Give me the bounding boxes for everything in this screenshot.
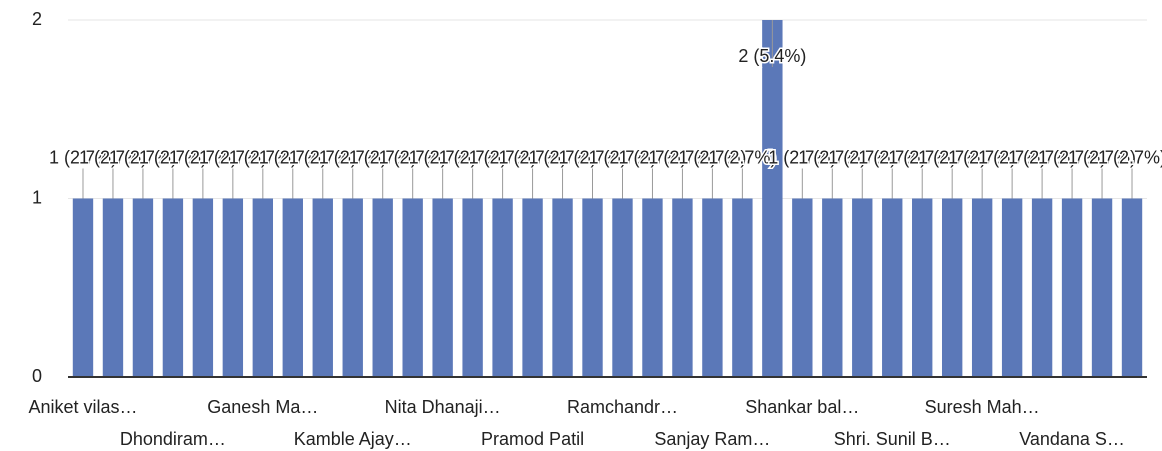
bar: [372, 198, 393, 377]
data-label: 1 (2.7%): [798, 147, 866, 167]
bar: [342, 198, 363, 377]
bar: [312, 198, 333, 377]
bar: [552, 198, 573, 377]
bar: [282, 198, 303, 377]
x-tick-label: Suresh Mah…: [925, 397, 1040, 417]
data-label: 1 (2.7%): [139, 147, 207, 167]
bar: [852, 198, 873, 377]
bar: [642, 198, 663, 377]
bar: [1031, 198, 1053, 377]
data-label: 1 (2.7%): [648, 147, 716, 167]
bar: [882, 198, 903, 377]
data-label: 1 (2.7%): [439, 147, 507, 167]
data-label: 1 (2.7%): [708, 147, 776, 167]
bar: [132, 198, 154, 377]
bar: [762, 20, 783, 377]
bar: [582, 198, 603, 377]
data-label: 2 (5.4%): [738, 46, 806, 66]
data-label: 1 (2.7%): [199, 147, 267, 167]
data-label: 1 (2.7%): [349, 147, 417, 167]
data-label: 1 (2.7%): [469, 147, 537, 167]
data-label: 1 (2.7%): [768, 147, 836, 167]
data-label: 1 (2.7%): [109, 147, 177, 167]
data-label: 1 (2.7%): [1038, 147, 1106, 167]
x-tick-label: Pramod Patil: [481, 429, 584, 449]
bar: [72, 198, 94, 377]
data-label: 1 (2.7%): [618, 147, 686, 167]
data-label: 1 (2.7%): [888, 147, 956, 167]
bar: [971, 198, 993, 377]
y-tick-label: 0: [32, 366, 42, 386]
bar: [162, 198, 184, 377]
data-label: 1 (2.7%): [858, 147, 926, 167]
bar: [1061, 198, 1083, 377]
x-tick-label: Nita Dhanaji…: [385, 397, 501, 417]
bar: [1091, 198, 1113, 377]
data-label: 1 (2.7%): [259, 147, 327, 167]
data-label: 1 (2.7%): [1068, 147, 1136, 167]
data-label: 1 (2.7%): [588, 147, 656, 167]
bar: [912, 198, 933, 377]
x-tick-label: Ganesh Ma…: [207, 397, 318, 417]
data-label: 1 (2.7%): [1098, 147, 1162, 167]
data-label: 1 (2.7%): [409, 147, 477, 167]
bar: [941, 198, 963, 377]
y-tick-label: 2: [32, 9, 42, 29]
x-tick-label: Vandana S…: [1019, 429, 1125, 449]
bar: [672, 198, 693, 377]
data-label: 1 (2.7%): [169, 147, 237, 167]
data-label: 1 (2.7%): [948, 147, 1016, 167]
bar: [1121, 198, 1143, 377]
bar: [252, 198, 274, 377]
bar: [432, 198, 453, 377]
data-label: 1 (2.7%): [499, 147, 567, 167]
y-tick-label: 1: [32, 187, 42, 207]
bar: [822, 198, 843, 377]
x-tick-label: Shankar bal…: [745, 397, 859, 417]
data-label: 1 (2.7%): [978, 147, 1046, 167]
bar: [492, 198, 513, 377]
x-tick-label: Aniket vilas…: [28, 397, 137, 417]
data-label: 1 (2.7%): [678, 147, 746, 167]
bar: [462, 198, 483, 377]
data-label: 1 (2.7%): [828, 147, 896, 167]
bar: [1001, 198, 1023, 377]
data-label: 1 (2.7%): [558, 147, 626, 167]
data-label: 1 (2.7%): [1008, 147, 1076, 167]
x-tick-label: Ramchandr…: [567, 397, 678, 417]
bar: [732, 198, 753, 377]
data-label: 1 (2.7%): [289, 147, 357, 167]
bar: [792, 198, 813, 377]
x-tick-label: Kamble Ajay…: [294, 429, 412, 449]
data-label: 1 (2.7%): [229, 147, 297, 167]
data-label: 1 (2.7%): [379, 147, 447, 167]
bar: [192, 198, 214, 377]
data-label: 1 (2.7%): [49, 147, 117, 167]
data-label: 1 (2.7%): [529, 147, 597, 167]
bar: [402, 198, 423, 377]
data-label: 1 (2.7%): [319, 147, 387, 167]
bar: [522, 198, 543, 377]
bar: [702, 198, 723, 377]
data-label: 1 (2.7%): [918, 147, 986, 167]
bar: [222, 198, 244, 377]
x-tick-label: Dhondiram…: [120, 429, 226, 449]
bar: [612, 198, 633, 377]
data-label: 1 (2.7%): [79, 147, 147, 167]
bar: [102, 198, 124, 377]
x-tick-label: Shri. Sunil B…: [834, 429, 951, 449]
x-tick-label: Sanjay Ram…: [654, 429, 770, 449]
